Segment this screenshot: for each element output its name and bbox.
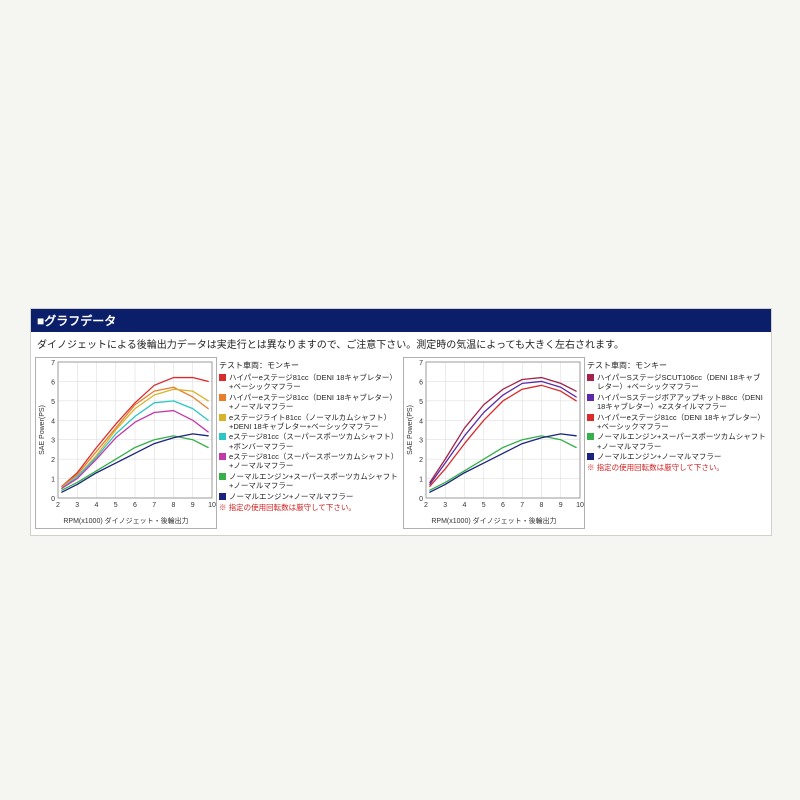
legend-swatch xyxy=(587,433,594,440)
svg-text:3: 3 xyxy=(419,438,423,445)
svg-text:7: 7 xyxy=(520,502,524,509)
svg-text:SAE Power(PS): SAE Power(PS) xyxy=(39,405,46,455)
svg-text:5: 5 xyxy=(114,502,118,509)
section-title: ■グラフデータ xyxy=(31,309,771,332)
svg-text:10: 10 xyxy=(208,502,216,509)
legend-swatch xyxy=(219,394,226,401)
legend-label: ノーマルエンジン+ノーマルマフラー xyxy=(229,492,399,501)
svg-text:4: 4 xyxy=(419,418,423,425)
svg-text:8: 8 xyxy=(172,502,176,509)
svg-text:4: 4 xyxy=(51,418,55,425)
svg-text:5: 5 xyxy=(419,399,423,406)
svg-text:6: 6 xyxy=(501,502,505,509)
legend-item: ノーマルエンジン+スーパースポーツカムシャフト+ノーマルマフラー xyxy=(587,432,767,451)
legend-2-header: テスト車両：モンキー xyxy=(587,361,767,371)
legend-label: ノーマルエンジン+スーパースポーツカムシャフト+ノーマルマフラー xyxy=(597,432,767,451)
svg-text:2: 2 xyxy=(56,502,60,509)
svg-text:7: 7 xyxy=(152,502,156,509)
legend-label: eステージ81cc（スーパースポーツカムシャフト）+ボンバーマフラー xyxy=(229,432,399,451)
legend-swatch xyxy=(219,453,226,460)
svg-text:9: 9 xyxy=(191,502,195,509)
legend-label: eステージ81cc（スーパースポーツカムシャフト）+ノーマルマフラー xyxy=(229,452,399,471)
legend-swatch xyxy=(587,394,594,401)
legend-warning: ※ 指定の使用回転数は厳守して下さい。 xyxy=(219,503,399,512)
legend-label: ノーマルエンジン+スーパースポーツカムシャフト+ノーマルマフラー xyxy=(229,472,399,491)
legend-warning: ※ 指定の使用回転数は厳守して下さい。 xyxy=(587,463,767,472)
chart-2-xlabel: RPM(x1000) ダイノジェット・後輪出力 xyxy=(404,516,584,528)
legend-swatch xyxy=(219,414,226,421)
legend-swatch xyxy=(587,374,594,381)
legend-1-header: テスト車両：モンキー xyxy=(219,361,399,371)
legend-label: ハイパーeステージ81cc（DENI 18キャブレター）+ベーシックマフラー xyxy=(597,413,767,432)
svg-text:4: 4 xyxy=(95,502,99,509)
svg-text:1: 1 xyxy=(51,477,55,484)
section-subtitle: ダイノジェットによる後輪出力データは実走行とは異なりますので、ご注意下さい。測定… xyxy=(31,332,771,357)
panel-1: 2 3 4 5 6 7 8 9 10 0 1 2 3 4 5 6 7 SAE Power(PS) RPM(x100… xyxy=(35,357,399,529)
legend-item: eステージ81cc（スーパースポーツカムシャフト）+ノーマルマフラー xyxy=(219,452,399,471)
legend-label: ハイパーeステージ81cc（DENI 18キャブレター）+ベーシックマフラー xyxy=(229,373,399,392)
svg-text:2: 2 xyxy=(424,502,428,509)
svg-text:8: 8 xyxy=(540,502,544,509)
legend-item: ノーマルエンジン+スーパースポーツカムシャフト+ノーマルマフラー xyxy=(219,472,399,491)
svg-text:6: 6 xyxy=(133,502,137,509)
svg-text:1: 1 xyxy=(419,477,423,484)
legend-item: ノーマルエンジン+ノーマルマフラー xyxy=(219,492,399,501)
legend-item: eステージ81cc（スーパースポーツカムシャフト）+ボンバーマフラー xyxy=(219,432,399,451)
legend-swatch xyxy=(587,453,594,460)
legend-item: ハイパーeステージ81cc（DENI 18キャブレター）+ベーシックマフラー xyxy=(219,373,399,392)
legend-2: テスト車両：モンキー ハイパーSステージSCUT106cc（DENI 18キャブ… xyxy=(587,357,767,473)
legend-item: ハイパーeステージ81cc（DENI 18キャブレター）+ノーマルマフラー xyxy=(219,393,399,412)
panel-2: 2 3 4 5 6 7 8 9 10 0 1 2 3 4 5 6 7 SAE Power(PS) RPM(x100… xyxy=(403,357,767,529)
legend-swatch xyxy=(219,473,226,480)
svg-text:6: 6 xyxy=(419,379,423,386)
svg-text:3: 3 xyxy=(75,502,79,509)
svg-text:SAE Power(PS): SAE Power(PS) xyxy=(407,405,414,455)
legend-item: eステージライト81cc（ノーマルカムシャフト）+DENI 18キャブレター+ベ… xyxy=(219,413,399,432)
legend-swatch xyxy=(587,414,594,421)
svg-text:2: 2 xyxy=(419,457,423,464)
svg-text:7: 7 xyxy=(51,360,55,367)
legend-label: ハイパーSステージSCUT106cc（DENI 18キャブレター）+ベーシックマ… xyxy=(597,373,767,392)
legend-label: ノーマルエンジン+ノーマルマフラー xyxy=(597,452,767,461)
chart-1-xlabel: RPM(x1000) ダイノジェット・後輪出力 xyxy=(36,516,216,528)
svg-text:5: 5 xyxy=(482,502,486,509)
chart-2: 2 3 4 5 6 7 8 9 10 0 1 2 3 4 5 6 7 SAE Power(PS) RPM(x100… xyxy=(403,357,585,529)
svg-text:0: 0 xyxy=(51,496,55,503)
graph-data-section: ■グラフデータ ダイノジェットによる後輪出力データは実走行とは異なりますので、ご… xyxy=(30,308,772,536)
legend-item: ハイパーSステージSCUT106cc（DENI 18キャブレター）+ベーシックマ… xyxy=(587,373,767,392)
svg-text:10: 10 xyxy=(576,502,584,509)
legend-item: ハイパーeステージ81cc（DENI 18キャブレター）+ベーシックマフラー xyxy=(587,413,767,432)
legend-label: eステージライト81cc（ノーマルカムシャフト）+DENI 18キャブレター+ベ… xyxy=(229,413,399,432)
legend-item: ノーマルエンジン+ノーマルマフラー xyxy=(587,452,767,461)
legend-label: ハイパーSステージボアアップキット88cc（DENI 18キャブレター）+Zスタ… xyxy=(597,393,767,412)
legend-label: ハイパーeステージ81cc（DENI 18キャブレター）+ノーマルマフラー xyxy=(229,393,399,412)
chart-1: 2 3 4 5 6 7 8 9 10 0 1 2 3 4 5 6 7 SAE Power(PS) RPM(x100… xyxy=(35,357,217,529)
svg-text:6: 6 xyxy=(51,379,55,386)
chart-panels: 234567891001234567SAE Power(PS) RPM(x100… xyxy=(31,357,771,535)
legend-swatch xyxy=(219,493,226,500)
svg-text:7: 7 xyxy=(419,360,423,367)
svg-text:4: 4 xyxy=(463,502,467,509)
svg-text:0: 0 xyxy=(419,496,423,503)
svg-text:2: 2 xyxy=(51,457,55,464)
legend-1: テスト車両：モンキー ハイパーeステージ81cc（DENI 18キャブレター）+… xyxy=(219,357,399,512)
legend-swatch xyxy=(219,433,226,440)
svg-text:3: 3 xyxy=(51,438,55,445)
svg-text:3: 3 xyxy=(443,502,447,509)
svg-text:5: 5 xyxy=(51,399,55,406)
legend-swatch xyxy=(219,374,226,381)
svg-text:9: 9 xyxy=(559,502,563,509)
legend-item: ハイパーSステージボアアップキット88cc（DENI 18キャブレター）+Zスタ… xyxy=(587,393,767,412)
